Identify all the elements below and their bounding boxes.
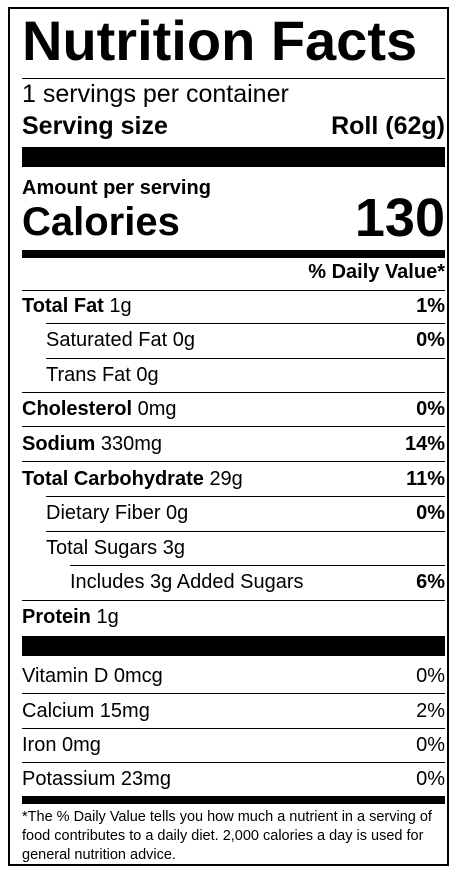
label-title: Nutrition Facts: [22, 9, 418, 72]
nutrient-row-total-sugars: Total Sugars 3g: [22, 533, 445, 563]
nutrient-name: Total Fat: [22, 295, 104, 317]
nutrient-amount: 1g: [109, 295, 132, 317]
divider: [46, 496, 445, 497]
nutrient-amount: 29g: [209, 468, 243, 490]
nutrient-row-saturated-fat: Saturated Fat 0g 0%: [22, 325, 445, 355]
nutrient-row-cholesterol: Cholesterol 0mg 0%: [22, 394, 445, 424]
nutrient-amount: 0mg: [137, 398, 177, 420]
nutrient-dv: 0%: [416, 329, 445, 351]
divider: [70, 565, 445, 566]
nutrient-amount: 330mg: [100, 433, 163, 455]
vitamin-text: Potassium 23mg: [22, 768, 171, 790]
nutrient-amount: 1g: [96, 606, 119, 628]
nutrient-amount: 3g: [162, 537, 185, 559]
vitamin-dv: 0%: [416, 734, 445, 756]
thick-divider: [22, 636, 445, 656]
thick-divider: [22, 147, 445, 167]
vitamin-dv: 0%: [416, 665, 445, 687]
nutrient-row-total-fat: Total Fat 1g 1%: [22, 291, 445, 321]
nutrient-amount: 0g: [166, 502, 189, 524]
serving-size-label: Serving size: [22, 112, 168, 140]
nutrient-name: Protein: [22, 606, 91, 628]
servings-per-container: 1 servings per container: [22, 80, 289, 108]
divider: [46, 323, 445, 324]
nutrient-row-trans-fat: Trans Fat 0g: [22, 360, 445, 390]
nutrient-name: Cholesterol: [22, 398, 133, 420]
divider: [46, 358, 445, 359]
serving-size-value: Roll (62g): [331, 112, 445, 140]
calories-value: 130: [354, 188, 445, 248]
nutrient-row-dietary-fiber: Dietary Fiber 0g 0%: [22, 498, 445, 528]
divider: [22, 600, 445, 601]
divider: [22, 290, 445, 291]
vitamin-row-iron: Iron 0mg 0%: [22, 730, 445, 760]
vitamin-row-calcium: Calcium 15mg 2%: [22, 696, 445, 726]
nutrient-name: Dietary Fiber: [46, 502, 161, 524]
divider: [22, 728, 445, 729]
nutrient-name: Total Carbohydrate: [22, 468, 204, 490]
nutrient-dv: 0%: [416, 398, 445, 420]
vitamin-text: Vitamin D 0mcg: [22, 665, 163, 687]
nutrient-row-sodium: Sodium 330mg 14%: [22, 429, 445, 459]
nutrient-name: Sodium: [22, 433, 96, 455]
divider: [22, 461, 445, 462]
nutrient-dv: 14%: [404, 433, 445, 455]
amount-per-serving: Amount per serving: [22, 177, 211, 199]
nutrient-name: Saturated Fat: [46, 329, 168, 351]
nutrient-name: Trans Fat: [46, 364, 131, 386]
divider: [22, 78, 445, 79]
nutrient-dv: 1%: [416, 295, 445, 317]
nutrient-name: Total Sugars: [46, 537, 158, 559]
medium-divider: [22, 796, 445, 804]
vitamin-dv: 0%: [416, 768, 445, 790]
divider: [22, 693, 445, 694]
nutrient-dv: 11%: [406, 468, 445, 490]
vitamin-row-vitamin-d: Vitamin D 0mcg 0%: [22, 661, 445, 691]
divider: [22, 392, 445, 393]
divider: [22, 762, 445, 763]
nutrition-facts-panel: [8, 7, 449, 866]
daily-value-header: % Daily Value*: [308, 261, 445, 283]
vitamin-row-potassium: Potassium 23mg 0%: [22, 764, 445, 794]
nutrient-row-protein: Protein 1g: [22, 602, 445, 632]
nutrient-name: Includes 3g Added Sugars: [70, 571, 304, 593]
vitamin-dv: 2%: [416, 700, 445, 722]
divider: [46, 531, 445, 532]
nutrient-row-total-carbohydrate: Total Carbohydrate 29g 11%: [22, 464, 445, 494]
nutrient-amount: 0g: [136, 364, 159, 386]
nutrient-dv: 6%: [416, 571, 445, 593]
medium-divider: [22, 250, 445, 258]
nutrient-row-added-sugars: Includes 3g Added Sugars 6%: [22, 567, 445, 597]
nutrient-amount: 0g: [172, 329, 195, 351]
footnote: *The % Daily Value tells you how much a …: [22, 809, 432, 863]
calories-label: Calories: [22, 200, 180, 244]
divider: [22, 426, 445, 427]
vitamin-text: Calcium 15mg: [22, 700, 150, 722]
nutrient-dv: 0%: [416, 502, 445, 524]
vitamin-text: Iron 0mg: [22, 734, 101, 756]
